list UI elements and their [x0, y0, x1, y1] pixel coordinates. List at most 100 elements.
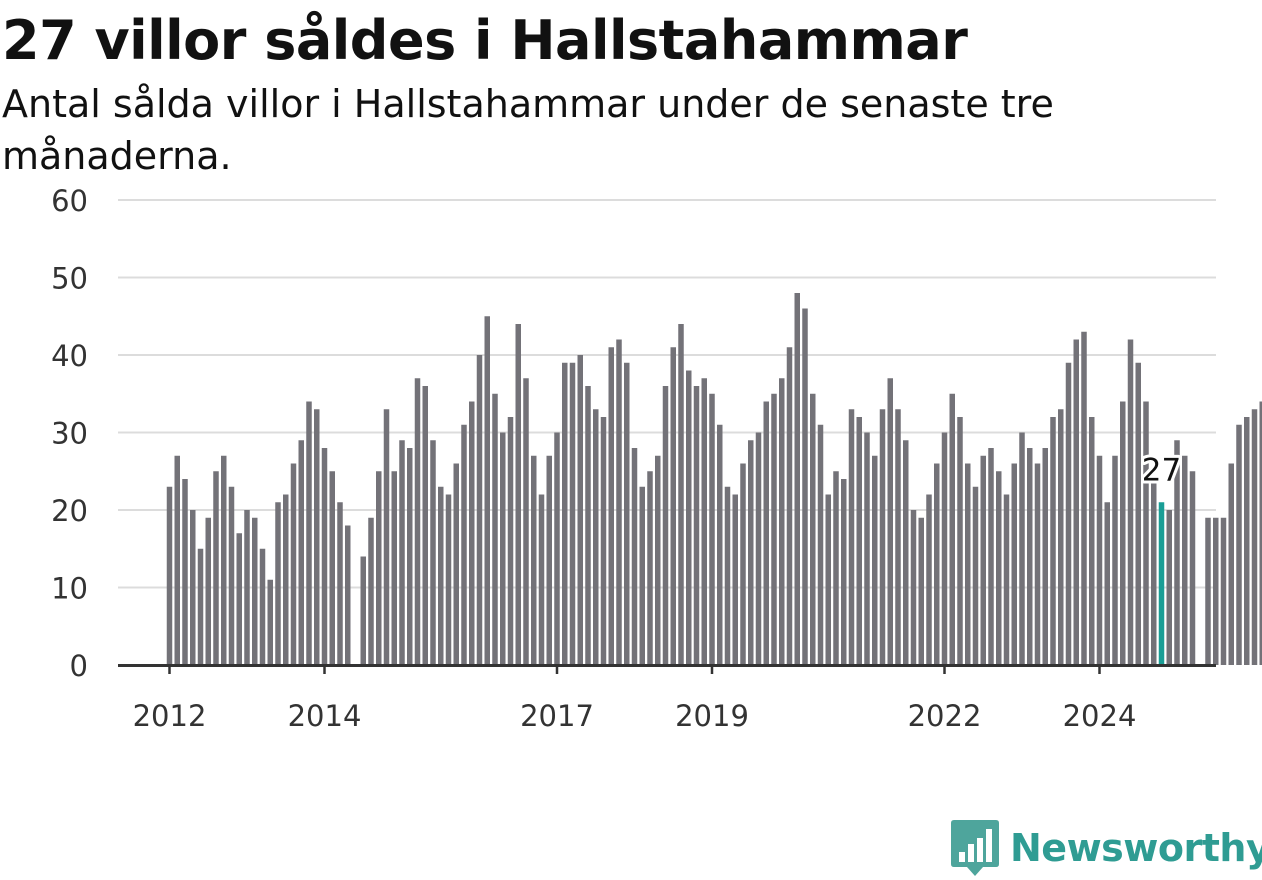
bar [1050, 417, 1056, 665]
bar [182, 479, 188, 665]
bar [934, 464, 940, 666]
bar [1004, 495, 1010, 666]
bar [252, 518, 258, 665]
bar [849, 409, 855, 665]
bar [268, 580, 274, 665]
bar [810, 394, 816, 665]
bar [771, 394, 777, 665]
bar [392, 471, 398, 665]
bar [911, 510, 917, 665]
bar [337, 502, 343, 665]
bar [733, 495, 739, 666]
bar [818, 425, 824, 665]
bar [469, 402, 475, 666]
bar [260, 549, 266, 665]
bar [864, 433, 870, 666]
bar [942, 433, 948, 666]
bar [198, 549, 204, 665]
bar [996, 471, 1002, 665]
bar [973, 487, 979, 665]
bar [547, 456, 553, 665]
bar [562, 363, 568, 665]
bar [880, 409, 886, 665]
bar [446, 495, 452, 666]
bar [570, 363, 576, 665]
bar [423, 386, 429, 665]
bar [523, 378, 529, 665]
bar [926, 495, 932, 666]
bar [361, 557, 367, 666]
bar [702, 378, 708, 665]
newsworthy-logo-icon [950, 818, 1000, 878]
bar [1120, 402, 1126, 666]
bar [1074, 340, 1080, 666]
bar [190, 510, 196, 665]
x-tick-label: 2012 [133, 699, 207, 733]
bar [508, 417, 514, 665]
bar [709, 394, 715, 665]
bar [756, 433, 762, 666]
bar [492, 394, 498, 665]
bar [1213, 518, 1219, 665]
brand-name: Newsworthy [1010, 826, 1262, 870]
bar [531, 456, 537, 665]
x-tick-label: 2017 [520, 699, 594, 733]
bar [1128, 340, 1134, 666]
bar [1105, 502, 1111, 665]
bar [1097, 456, 1103, 665]
y-tick-label: 50 [51, 262, 88, 296]
y-tick-label: 10 [51, 572, 88, 606]
bar [175, 456, 181, 665]
y-tick-label: 40 [51, 339, 88, 373]
bar [500, 433, 506, 666]
bar [1151, 479, 1157, 665]
bar [740, 464, 746, 666]
bar [229, 487, 235, 665]
bar [988, 448, 994, 665]
x-tick-label: 2024 [1063, 699, 1137, 733]
bar [1136, 363, 1142, 665]
bar [430, 440, 436, 665]
bar [1035, 464, 1041, 666]
bar [1236, 425, 1242, 665]
bar [213, 471, 219, 665]
y-tick-label: 0 [70, 649, 88, 683]
bar [1190, 471, 1196, 665]
bar [1112, 456, 1118, 665]
bar [407, 448, 413, 665]
bar [764, 402, 770, 666]
bar [624, 363, 630, 665]
bar [779, 378, 785, 665]
bar [601, 417, 607, 665]
bar [888, 378, 894, 665]
bar [237, 533, 243, 665]
bar [647, 471, 653, 665]
bar [244, 510, 250, 665]
bar [578, 355, 584, 665]
bar [1012, 464, 1018, 666]
bar [841, 479, 847, 665]
bar [461, 425, 467, 665]
bar [795, 293, 801, 665]
bar [616, 340, 622, 666]
bar [826, 495, 832, 666]
bar [454, 464, 460, 666]
bar [663, 386, 669, 665]
bar [655, 456, 661, 665]
bar [1244, 417, 1250, 665]
bar [291, 464, 297, 666]
y-tick-label: 60 [51, 184, 88, 218]
bar [399, 440, 405, 665]
newsworthy-brand: Newsworthy [950, 816, 1262, 880]
bar [283, 495, 289, 666]
bar [671, 347, 677, 665]
bar [415, 378, 421, 665]
bar [330, 471, 336, 665]
bar [593, 409, 599, 665]
bar [903, 440, 909, 665]
y-tick-label: 30 [51, 417, 88, 451]
bar [376, 471, 382, 665]
bar [640, 487, 646, 665]
bar [717, 425, 723, 665]
bar [539, 495, 545, 666]
